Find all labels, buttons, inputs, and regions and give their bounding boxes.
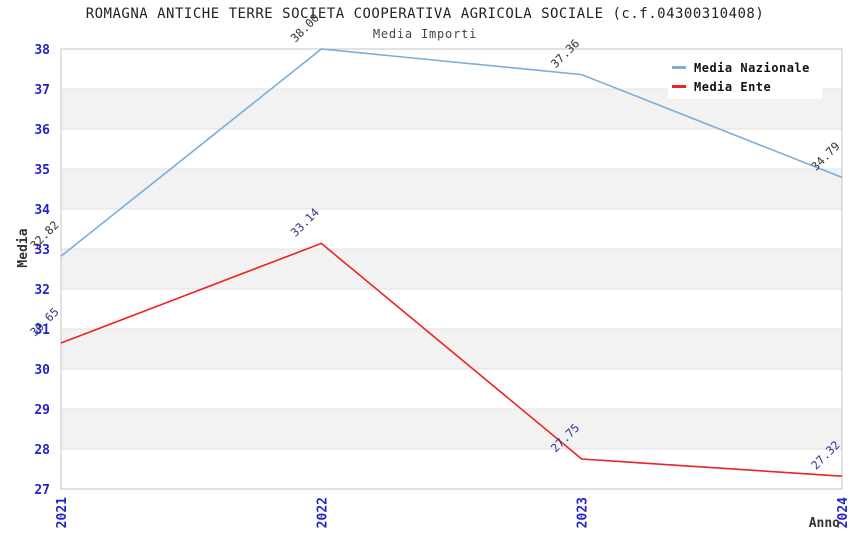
legend-label: Media Nazionale — [694, 60, 810, 75]
y-tick-label: 29 — [34, 403, 50, 418]
plot-band — [61, 409, 842, 449]
plot-border — [60, 48, 843, 490]
legend-swatch-media-ente — [672, 85, 686, 88]
y-tick-label: 27 — [34, 483, 50, 498]
plot-band — [61, 289, 842, 329]
plot-band — [61, 129, 842, 169]
y-tick-label: 31 — [34, 323, 50, 338]
x-tick-label: 2022 — [315, 497, 330, 528]
point-value-label: 38.00 — [288, 11, 322, 45]
series-line-media-ente — [60, 242, 843, 477]
plot-band — [61, 329, 842, 369]
x-axis-title: Anno — [808, 516, 840, 531]
y-tick-label: 30 — [34, 363, 50, 378]
legend-swatch-media-nazionale — [672, 66, 686, 69]
plot-band — [61, 209, 842, 249]
legend-label: Media Ente — [694, 79, 772, 94]
plot-band — [61, 249, 842, 289]
legend-item-media-nazionale: Media Nazionale — [672, 60, 818, 75]
y-tick-label: 32 — [34, 283, 50, 298]
x-tick-label: 2021 — [55, 497, 70, 528]
chart-subtitle: Media Importi — [372, 27, 478, 41]
y-tick-label: 38 — [34, 43, 50, 58]
y-tick-label: 37 — [34, 83, 50, 98]
chart-title: ROMAGNA ANTICHE TERRE SOCIETA COOPERATIV… — [85, 6, 765, 22]
y-axis-title: Media — [16, 228, 31, 268]
legend: Media Nazionale Media Ente — [668, 56, 822, 99]
series-line-media-nazionale — [60, 48, 843, 257]
plot-band — [61, 369, 842, 409]
x-tick-label: 2024 — [836, 497, 850, 528]
y-tick-label: 35 — [34, 163, 50, 178]
legend-item-media-ente: Media Ente — [672, 79, 818, 94]
plot-band — [61, 449, 842, 489]
y-tick-label: 36 — [34, 123, 50, 138]
y-tick-label: 28 — [34, 443, 50, 458]
y-tick-label: 33 — [34, 243, 50, 258]
plot-band — [61, 169, 842, 209]
y-tick-label: 34 — [34, 203, 50, 218]
x-tick-label: 2023 — [576, 497, 591, 528]
